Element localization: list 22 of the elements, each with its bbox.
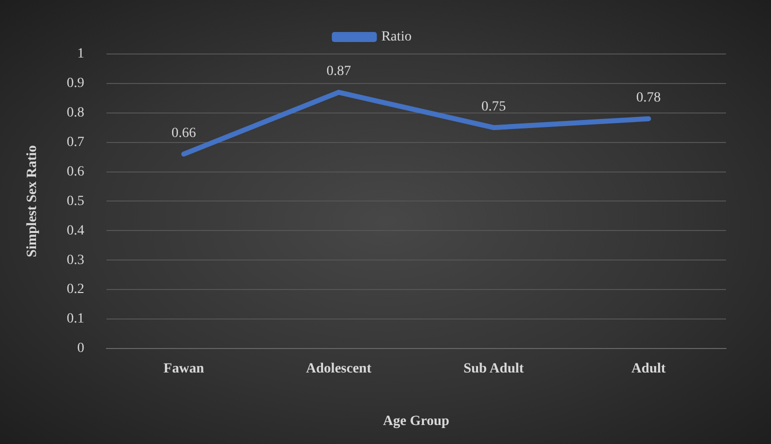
y-tick-label: 0.2 bbox=[66, 282, 84, 298]
legend-label: Ratio bbox=[381, 30, 412, 45]
y-tick-label: 1 bbox=[77, 46, 84, 62]
data-label: 0.87 bbox=[326, 64, 351, 79]
data-label: 0.78 bbox=[636, 90, 661, 106]
data-label: 0.75 bbox=[481, 99, 506, 114]
data-label: 0.66 bbox=[172, 126, 196, 141]
y-tick-label: 0.8 bbox=[66, 106, 84, 121]
y-tick-label: 0.7 bbox=[66, 134, 84, 150]
y-tick-label: 0.4 bbox=[66, 223, 84, 238]
y-axis-title: Simplest Sex Ratio bbox=[25, 145, 40, 258]
y-tick-label: 0.9 bbox=[66, 76, 84, 92]
y-tick-label: 0.5 bbox=[66, 194, 84, 209]
x-tick-label: Sub Adult bbox=[463, 361, 524, 376]
y-tick-label: 0 bbox=[77, 341, 84, 356]
y-tick-label: 0.3 bbox=[66, 252, 84, 268]
x-axis-title: Age Group bbox=[383, 414, 450, 430]
x-tick-label: Fawan bbox=[164, 361, 204, 376]
x-tick-label: Adult bbox=[631, 361, 666, 376]
y-tick-label: 0.6 bbox=[66, 164, 84, 180]
x-tick-label: Adolescent bbox=[306, 361, 372, 376]
y-tick-label: 0.1 bbox=[66, 312, 84, 327]
